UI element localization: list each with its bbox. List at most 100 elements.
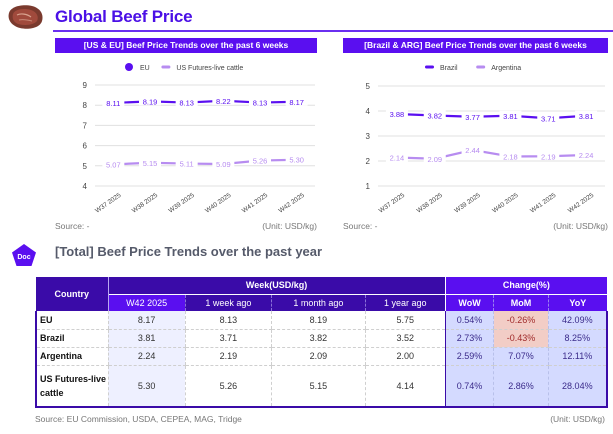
data-label: 3.77 bbox=[465, 113, 480, 122]
price-1mo: 5.15 bbox=[271, 365, 366, 408]
table-source: Source: EU Commission, USDA, CEPEA, MAG,… bbox=[35, 414, 242, 424]
doc-badge-icon: Doc bbox=[12, 244, 36, 266]
chart-source: Source: - bbox=[55, 221, 90, 231]
data-label-bg bbox=[175, 97, 198, 107]
legend-label: EU bbox=[140, 65, 150, 72]
x-tick-label: W41 2025 bbox=[241, 192, 270, 215]
data-label: 5.07 bbox=[106, 160, 121, 169]
section-title: [Total] Beef Price Trends over the past … bbox=[55, 244, 323, 259]
chart-source: Source: - bbox=[343, 221, 378, 231]
doc-badge-label: Doc bbox=[17, 254, 30, 261]
price-current: 8.17 bbox=[107, 311, 186, 330]
data-label-bg bbox=[175, 158, 198, 168]
data-label-bg bbox=[249, 97, 271, 107]
x-tick-label: W38 2025 bbox=[416, 192, 445, 215]
price-1mo: 3.82 bbox=[271, 329, 366, 348]
header-week-1mo: 1 month ago bbox=[271, 294, 366, 311]
price-1mo: 8.19 bbox=[271, 311, 366, 330]
data-label-bg bbox=[212, 158, 235, 168]
header-week-group: Week(USD/kg) bbox=[108, 277, 446, 295]
data-label: 2.18 bbox=[503, 153, 518, 162]
data-label: 3.81 bbox=[503, 112, 518, 121]
price-1wk: 3.71 bbox=[184, 329, 272, 348]
data-label: 8.11 bbox=[106, 99, 120, 108]
data-label: 2.44 bbox=[465, 146, 480, 155]
data-label: 2.14 bbox=[390, 154, 405, 163]
change-mom: -0.26% bbox=[493, 311, 549, 330]
header-change-group: Change(%) bbox=[444, 277, 607, 295]
data-label: 3.71 bbox=[541, 114, 556, 123]
data-label: 8.13 bbox=[179, 99, 194, 108]
data-label-bg bbox=[102, 97, 125, 107]
data-label-bg bbox=[461, 111, 484, 121]
y-tick-label: 6 bbox=[83, 142, 88, 151]
legend-item: Brazil bbox=[425, 65, 458, 72]
data-label: 2.09 bbox=[427, 155, 442, 164]
data-label-bg bbox=[499, 151, 522, 161]
chart-brazil-arg: [Brazil & ARG] Beef Price Trends over th… bbox=[343, 38, 608, 236]
legend-item: US Futures-live cattle bbox=[161, 65, 243, 72]
table-unit: (Unit: USD/kg) bbox=[550, 414, 605, 424]
country-cell: EU bbox=[35, 311, 108, 330]
price-1yr: 3.52 bbox=[364, 329, 446, 348]
legend-marker bbox=[125, 63, 133, 71]
table-row: Argentina 2.24 2.19 2.09 2.00 2.59% 7.07… bbox=[35, 347, 608, 366]
data-label: 8.17 bbox=[289, 98, 304, 107]
legend-item: Argentina bbox=[476, 65, 521, 72]
y-tick-label: 2 bbox=[366, 157, 371, 166]
data-label: 5.15 bbox=[143, 159, 158, 168]
change-yoy: 8.25% bbox=[547, 329, 608, 348]
x-tick-label: W40 2025 bbox=[491, 192, 520, 215]
beef-steak-icon bbox=[8, 5, 43, 29]
x-tick-label: W37 2025 bbox=[378, 192, 407, 215]
country-cell: Brazil bbox=[35, 329, 108, 348]
x-tick-label: W38 2025 bbox=[131, 192, 160, 215]
x-tick-label: W42 2025 bbox=[567, 192, 596, 215]
y-tick-label: 5 bbox=[83, 162, 88, 171]
change-wow: 2.59% bbox=[444, 347, 494, 366]
data-label-bg bbox=[139, 96, 161, 106]
legend-marker bbox=[161, 65, 171, 69]
data-label-bg bbox=[139, 157, 161, 167]
change-mom: 2.86% bbox=[493, 365, 549, 408]
data-label-bg bbox=[212, 95, 235, 105]
page-header: Global Beef Price bbox=[0, 0, 613, 36]
data-label: 3.81 bbox=[579, 112, 594, 121]
data-label: 5.26 bbox=[253, 157, 268, 166]
legend-label: US Futures-live cattle bbox=[176, 65, 243, 72]
y-tick-label: 7 bbox=[83, 121, 88, 130]
header-wow: WoW bbox=[444, 294, 494, 311]
legend-item: EU bbox=[125, 63, 150, 72]
header-mom: MoM bbox=[493, 294, 549, 311]
data-label-bg bbox=[385, 109, 408, 118]
data-label-bg bbox=[499, 110, 522, 120]
data-label-bg bbox=[385, 152, 408, 162]
y-tick-label: 4 bbox=[366, 107, 371, 116]
chart-us-eu: [US & EU] Beef Price Trends over the pas… bbox=[55, 38, 317, 236]
legend-marker bbox=[476, 65, 486, 69]
price-1wk: 8.13 bbox=[184, 311, 272, 330]
y-tick-label: 9 bbox=[83, 81, 88, 90]
x-tick-label: W37 2025 bbox=[94, 192, 123, 215]
price-1wk: 5.26 bbox=[184, 365, 272, 408]
y-tick-label: 3 bbox=[366, 132, 371, 141]
data-label: 3.82 bbox=[427, 112, 442, 121]
price-current: 5.30 bbox=[107, 365, 186, 408]
price-1wk: 2.19 bbox=[184, 347, 272, 366]
data-label-bg bbox=[575, 150, 598, 159]
chart-unit: (Unit: USD/kg) bbox=[262, 221, 317, 231]
table-row: Brazil 3.81 3.71 3.82 3.52 2.73% -0.43% … bbox=[35, 329, 608, 348]
data-label: 5.09 bbox=[216, 160, 231, 169]
data-label-bg bbox=[461, 145, 484, 154]
change-wow: 0.54% bbox=[444, 311, 494, 330]
y-tick-label: 5 bbox=[366, 82, 371, 91]
data-label-bg bbox=[423, 153, 446, 163]
beef-price-table: Country Week(USD/kg) Change(%) W42 2025 … bbox=[35, 277, 608, 408]
country-cell: US Futures-live cattle bbox=[35, 365, 108, 408]
y-tick-label: 4 bbox=[83, 182, 88, 191]
data-label-bg bbox=[423, 110, 446, 120]
chart-title: [Brazil & ARG] Beef Price Trends over th… bbox=[343, 38, 608, 53]
line-chart-us-eu: EU US Futures-live cattle 4 5 6 7 8 9 W37 2025 W3… bbox=[83, 63, 315, 215]
x-tick-label: W40 2025 bbox=[204, 192, 233, 215]
legend-marker bbox=[425, 65, 434, 69]
